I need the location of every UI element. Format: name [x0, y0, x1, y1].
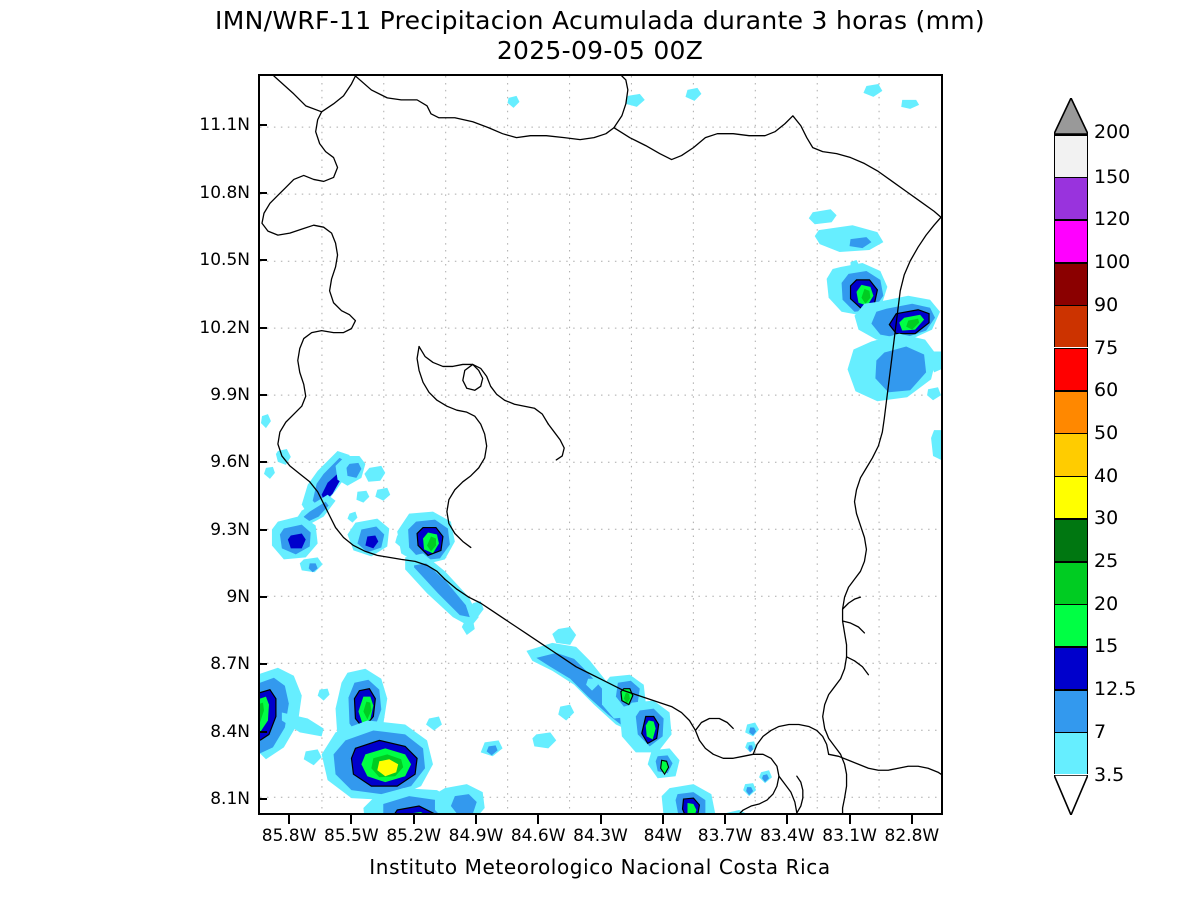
xtick-label: 84.3W: [573, 826, 628, 846]
xtick-label: 84.9W: [448, 826, 504, 846]
colorbar-label: 7: [1094, 720, 1107, 743]
xtick-label: 82.8W: [884, 826, 940, 846]
xtick-label: 83.1W: [822, 826, 877, 846]
colorbar-tick-line: [1054, 603, 1088, 606]
colorbar-segment-7-12.5: [1054, 689, 1088, 732]
colorbar-segment-50-60: [1054, 390, 1088, 433]
xtick-mark: [848, 815, 851, 824]
colorbar-segment-90-100: [1054, 262, 1088, 305]
page-title: IMN/WRF-11 Precipitacion Acumulada duran…: [215, 6, 985, 35]
map-plot-area: [258, 74, 943, 815]
ytick-mark: [258, 124, 267, 127]
colorbar-tick-line: [1054, 561, 1088, 563]
colorbar-segment-15-20: [1054, 603, 1088, 647]
ytick-mark: [258, 326, 267, 329]
colorbar-label: 150: [1094, 165, 1131, 188]
ytick-label: 8.4N: [210, 721, 250, 742]
colorbar-segment-75-90: [1054, 304, 1088, 348]
colorbar-tick-line: [1054, 646, 1088, 648]
colorbar-label: 75: [1094, 336, 1119, 359]
xtick-mark: [537, 815, 540, 824]
ytick-mark: [258, 663, 267, 666]
ytick-label: 8.1N: [210, 789, 250, 810]
chart-subtitle: 2025-09-05 00Z: [496, 36, 704, 65]
colorbar-tick-line: [1054, 432, 1088, 435]
colorbar-segment-100-120: [1054, 219, 1088, 263]
colorbar-segment-150-200: [1054, 134, 1088, 177]
ytick-label: 10.5N: [199, 250, 250, 271]
colorbar-label: 15: [1094, 635, 1119, 658]
colorbar-label: 25: [1094, 550, 1119, 572]
colorbar-label: 40: [1094, 464, 1119, 487]
ytick-mark: [258, 191, 267, 194]
colorbar-label: 120: [1094, 208, 1131, 231]
colorbar-label: 90: [1094, 293, 1119, 316]
colorbar-segment-25-30: [1054, 518, 1088, 561]
colorbar-tick-line: [1054, 731, 1088, 734]
ytick-mark: [258, 259, 267, 262]
ytick-label: 9.6N: [210, 452, 250, 473]
colorbar-tick-line: [1054, 176, 1088, 179]
colorbar-segment-3.5-7: [1054, 731, 1088, 775]
colorbar-label: 60: [1094, 379, 1119, 402]
ytick-label: 10.2N: [199, 317, 250, 338]
colorbar-tick-line: [1054, 304, 1088, 307]
colorbar-tick-line: [1054, 475, 1088, 478]
colorbar-segment-40-50: [1054, 432, 1088, 476]
ytick-label: 11.1N: [199, 115, 250, 136]
colorbar-label: 30: [1094, 507, 1119, 530]
xtick-mark: [288, 815, 291, 824]
xtick-mark: [475, 815, 477, 824]
colorbar-tick-line: [1054, 689, 1088, 691]
xtick-label: 83.7W: [697, 826, 753, 846]
xtick-mark: [724, 815, 727, 824]
ytick-label: 10.8N: [199, 182, 250, 203]
colorbar-label: 12.5: [1094, 678, 1137, 701]
xtick-label: 85.8W: [261, 826, 317, 846]
xtick-mark: [910, 815, 913, 824]
xtick-mark: [786, 815, 789, 824]
ytick-label: 8.7N: [210, 654, 250, 675]
colorbar-under-arrow: [1054, 775, 1088, 815]
xtick-label: 84.6W: [510, 826, 566, 846]
colorbar-label: 20: [1094, 592, 1119, 615]
colorbar-segment-30-40: [1054, 475, 1088, 519]
ytick-label: 9.9N: [210, 384, 250, 405]
colorbar-segment-12.5-15: [1054, 646, 1088, 690]
precipitation-contours: [260, 83, 941, 813]
colorbar-tick-line: [1054, 219, 1088, 221]
xtick-mark: [599, 815, 602, 824]
colorbar-tick-line: [1054, 347, 1088, 349]
xtick-mark: [412, 815, 415, 824]
colorbar-over-arrow: [1054, 98, 1088, 134]
xtick-mark: [661, 815, 664, 824]
ytick-mark: [258, 461, 267, 464]
chart-title-block: IMN/WRF-11 Precipitacion Acumulada duran…: [0, 6, 1200, 65]
xtick-label: 85.5W: [324, 826, 379, 846]
xtick-mark: [350, 815, 353, 824]
xtick-label: 83.4W: [759, 826, 815, 846]
ytick-mark: [258, 596, 267, 599]
colorbar-tick-line: [1054, 262, 1088, 264]
colorbar-label: 50: [1094, 421, 1119, 444]
colorbar-segment-20-25: [1054, 561, 1088, 604]
ytick-mark: [258, 393, 267, 396]
ytick-label: 9.3N: [210, 519, 250, 540]
colorbar-label: 100: [1094, 251, 1131, 274]
colorbar-segment-60-75: [1054, 347, 1088, 391]
colorbar-tick-line: [1054, 390, 1088, 392]
ytick-mark: [258, 798, 267, 801]
colorbar-tick-line: [1054, 518, 1088, 520]
xtick-label: 85.2W: [386, 826, 442, 846]
ytick-mark: [258, 528, 267, 531]
ytick-mark: [258, 730, 267, 733]
colorbar-segment-120-150: [1054, 176, 1088, 220]
colorbar-tick-line: [1054, 134, 1088, 136]
colorbar-label: 3.5: [1094, 763, 1125, 786]
coastline-borders: [261, 76, 941, 813]
xtick-label: 84W: [643, 826, 683, 846]
ytick-label: 9N: [226, 587, 250, 608]
colorbar-label: 200: [1094, 121, 1131, 143]
footer-attribution: Instituto Meteorologico Nacional Costa R…: [369, 855, 831, 879]
